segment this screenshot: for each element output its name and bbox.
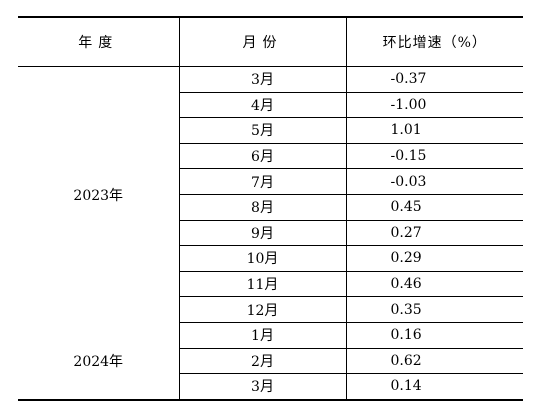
- header-year: 年度: [18, 17, 180, 67]
- value-cell: -0.03: [346, 168, 523, 195]
- table-row: 9月 0.27: [18, 220, 523, 247]
- year-cell: 2023年: [18, 66, 180, 323]
- value-cell: 0.16: [346, 322, 523, 349]
- value-cell: -0.15: [346, 143, 523, 170]
- value-cell: 0.46: [346, 271, 523, 298]
- table-row: 5月 1.01: [18, 117, 523, 144]
- table-row: 12月 0.35: [18, 296, 523, 323]
- month-cell: 10月: [179, 245, 347, 272]
- table-row: 2月 0.62: [18, 348, 523, 375]
- table-row: 10月 0.29: [18, 245, 523, 272]
- data-table: 年度 月份 环比增速（%） 2023年 3月 -0.37 4月 -1.00 5月…: [18, 16, 523, 401]
- table-row: 11月 0.46: [18, 271, 523, 298]
- table-row: 4月 -1.00: [18, 92, 523, 119]
- value-cell: 1.01: [346, 117, 523, 144]
- month-cell: 3月: [179, 373, 347, 401]
- header-row: 年度 月份 环比增速（%）: [18, 17, 523, 67]
- month-cell: 4月: [179, 92, 347, 119]
- table-row: 6月 -0.15: [18, 143, 523, 170]
- month-cell: 12月: [179, 296, 347, 323]
- value-cell: 0.14: [346, 373, 523, 401]
- table-row: 3月 0.14: [18, 373, 523, 401]
- month-cell: 8月: [179, 194, 347, 221]
- value-cell: -0.37: [346, 66, 523, 93]
- table-row: 8月 0.45: [18, 194, 523, 221]
- month-cell: 5月: [179, 117, 347, 144]
- value-cell: 0.62: [346, 348, 523, 375]
- month-cell: 11月: [179, 271, 347, 298]
- header-month: 月份: [179, 17, 347, 67]
- month-cell: 1月: [179, 322, 347, 349]
- month-cell: 6月: [179, 143, 347, 170]
- header-value: 环比增速（%）: [382, 35, 487, 51]
- value-cell: -1.00: [346, 92, 523, 119]
- month-cell: 7月: [179, 168, 347, 195]
- month-cell: 3月: [179, 66, 347, 93]
- month-cell: 2月: [179, 348, 347, 375]
- table-row: 7月 -0.03: [18, 168, 523, 195]
- month-cell: 9月: [179, 220, 347, 247]
- value-cell: 0.35: [346, 296, 523, 323]
- table-row: 2024年 1月 0.16: [18, 322, 523, 400]
- year-cell: 2024年: [18, 322, 180, 400]
- table-row: 2023年 3月 -0.37: [18, 66, 523, 323]
- value-cell: 0.27: [346, 220, 523, 247]
- value-cell: 0.29: [346, 245, 523, 272]
- value-cell: 0.45: [346, 194, 523, 221]
